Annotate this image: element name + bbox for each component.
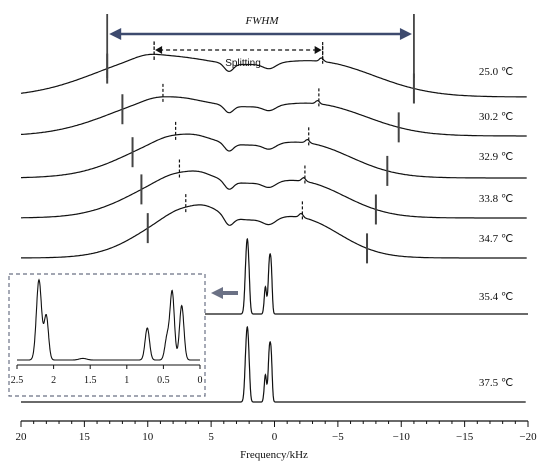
x-tick-label: 20 <box>16 431 28 443</box>
annotation-group: FWHM Splitting <box>106 14 415 78</box>
spectrum-line <box>21 325 526 403</box>
inset-tick-label: 2.5 <box>11 375 24 386</box>
x-tick-label: 0 <box>272 431 278 443</box>
inset-tick-label: 0.5 <box>157 375 170 386</box>
temperature-label: 30.2 ℃ <box>479 111 513 123</box>
temperature-label: 25.0 ℃ <box>479 66 513 78</box>
x-axis: 20 15 10 5 0 −5 −10 −15 −20 <box>16 420 537 443</box>
fwhm-arrow-head-left <box>109 28 122 40</box>
inset-tick-label: 1 <box>124 375 129 386</box>
splitting-arrow-head-right <box>314 46 322 54</box>
spectrum-line <box>21 96 527 137</box>
spectrum-line <box>21 170 527 219</box>
spectra-group <box>20 53 528 403</box>
temperature-label: 32.9 ℃ <box>479 151 513 163</box>
x-tick-label: 15 <box>79 431 91 443</box>
fwhm-arrow-head-right <box>399 28 412 40</box>
x-tick-label: −10 <box>393 431 411 443</box>
spectrum-line <box>21 204 527 259</box>
inset-spectrum-line <box>17 278 200 361</box>
markers-group <box>106 41 415 264</box>
x-axis-title: Frequency/kHz <box>240 449 308 461</box>
x-tick-label: −15 <box>456 431 474 443</box>
splitting-arrow-head-left <box>155 46 163 54</box>
x-tick-label: −5 <box>332 431 344 443</box>
inset-tick-label: 1.5 <box>84 375 97 386</box>
inset-panel: 2.5 2 1.5 1 0.5 0 <box>8 273 238 397</box>
spectrum-line <box>20 53 527 98</box>
x-tick-label: 10 <box>142 431 154 443</box>
x-tick-label: −20 <box>519 431 537 443</box>
splitting-label: Splitting <box>225 58 261 69</box>
temperature-label: 33.8 ℃ <box>479 193 513 205</box>
temperature-label: 34.7 ℃ <box>479 233 513 245</box>
temperature-label: 35.4 ℃ <box>479 291 513 303</box>
spectrum-line <box>21 133 527 179</box>
spectrum-line <box>198 237 528 315</box>
x-tick-label: 5 <box>208 431 214 443</box>
inset-pointer-arrow-head <box>211 287 223 299</box>
temperature-label: 37.5 ℃ <box>479 377 513 389</box>
inset-tick-label: 2 <box>51 375 56 386</box>
inset-tick-label: 0 <box>198 375 203 386</box>
fwhm-label: FWHM <box>245 15 280 27</box>
temperature-labels: 25.0 ℃ 30.2 ℃ 32.9 ℃ 33.8 ℃ 34.7 ℃ 35.4 ℃ 37.5… <box>479 66 513 389</box>
